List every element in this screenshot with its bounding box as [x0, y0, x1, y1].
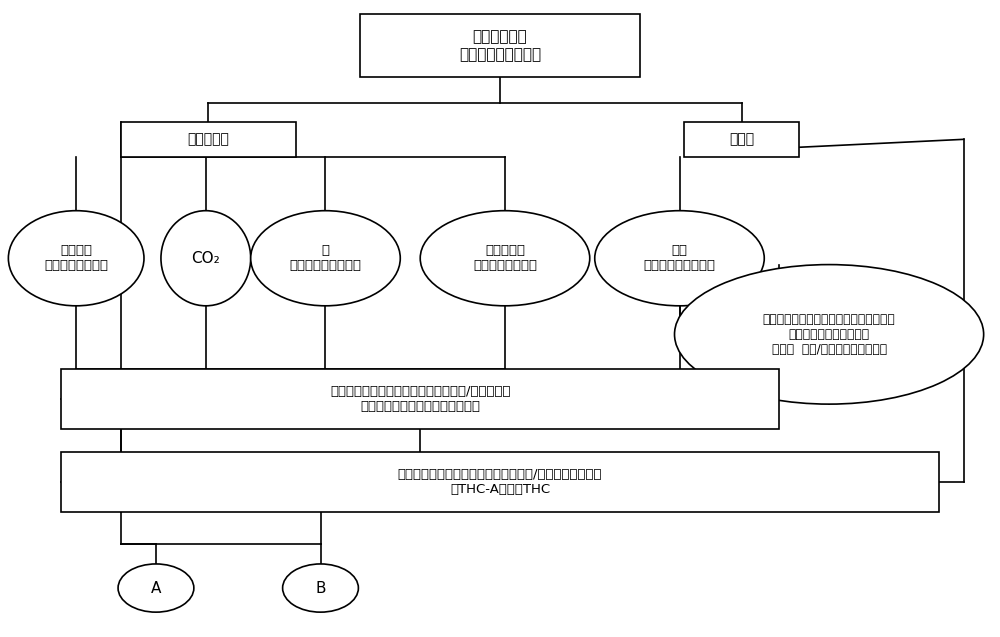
- FancyBboxPatch shape: [121, 122, 296, 157]
- Ellipse shape: [420, 211, 590, 306]
- Circle shape: [118, 564, 194, 612]
- Text: A: A: [151, 580, 161, 596]
- Text: 使用设备（具有尺寸排阻过滤器的腔室/反应容器）的同时
将THC-A脱羧成THC: 使用设备（具有尺寸排阻过滤器的腔室/反应容器）的同时 将THC-A脱羧成THC: [398, 468, 602, 496]
- FancyBboxPatch shape: [61, 369, 779, 429]
- Text: 制备萃取物: 制备萃取物: [187, 132, 229, 147]
- Text: 使用设备（具有尺寸排阻过滤器的腔室/反应容器）
清除萃取物中的溶剂（如有需要）: 使用设备（具有尺寸排阻过滤器的腔室/反应容器） 清除萃取物中的溶剂（如有需要）: [330, 385, 510, 413]
- Ellipse shape: [595, 211, 764, 306]
- Text: 碳氢化合物
（丁烷，己烷等）: 碳氢化合物 （丁烷，己烷等）: [473, 244, 537, 272]
- FancyBboxPatch shape: [61, 452, 939, 512]
- Text: B: B: [315, 580, 326, 596]
- Text: 松香技术
（少溶剂热萃取）: 松香技术 （少溶剂热萃取）: [44, 244, 108, 272]
- Text: 大麻植物原料
（所有物种和品种）: 大麻植物原料 （所有物种和品种）: [459, 29, 541, 62]
- Ellipse shape: [161, 211, 251, 306]
- Ellipse shape: [675, 264, 984, 404]
- Text: 杂凑
（冷水萃取或干筛）: 杂凑 （冷水萃取或干筛）: [644, 244, 716, 272]
- Ellipse shape: [251, 211, 400, 306]
- Text: 醇
（乙醇，异丙醇等）: 醇 （乙醇，异丙醇等）: [289, 244, 361, 272]
- Text: 无萃取: 无萃取: [729, 132, 754, 147]
- Circle shape: [283, 564, 358, 612]
- Text: 在该点上已净化的大麻萃取物（可选地）
已准备好用于热启动消耗
（即，  抽吸/气化的大麻萃取物）: 在该点上已净化的大麻萃取物（可选地） 已准备好用于热启动消耗 （即， 抽吸/气化…: [763, 313, 895, 356]
- Text: CO₂: CO₂: [191, 251, 220, 266]
- FancyBboxPatch shape: [360, 14, 640, 78]
- FancyBboxPatch shape: [684, 122, 799, 157]
- Ellipse shape: [8, 211, 144, 306]
